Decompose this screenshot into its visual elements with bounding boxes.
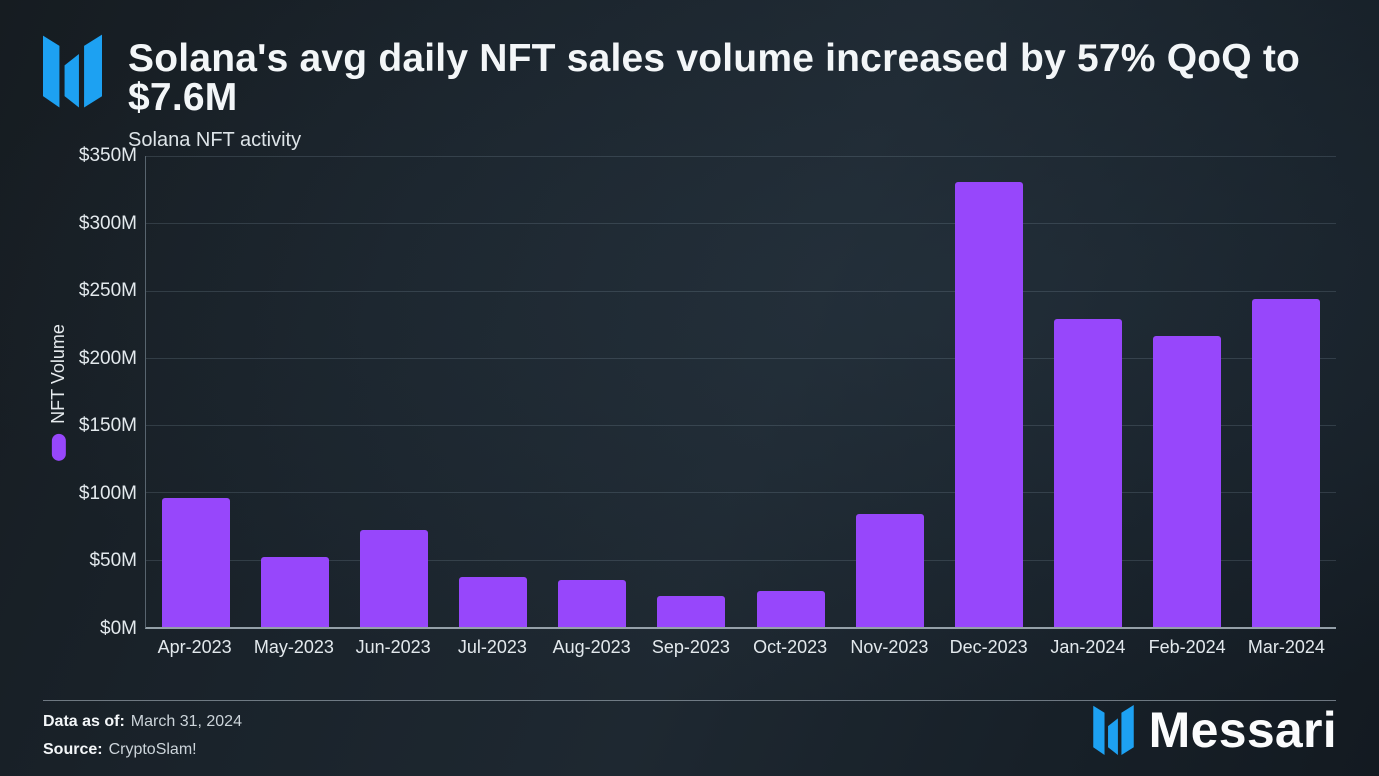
data-as-of-label: Data as of: <box>43 713 125 730</box>
x-axis-labels: Apr-2023 May-2023 Jun-2023 Jul-2023 Aug-2023… <box>145 637 1336 658</box>
gridline <box>146 492 1336 494</box>
x-tick-label: Aug-2023 <box>552 637 631 657</box>
y-tick-label: $150M <box>78 415 137 437</box>
footer-brand-wordmark: Messari <box>1148 702 1337 758</box>
bar-dec-2023 <box>954 181 1023 627</box>
bar-mar-2024 <box>1252 298 1321 627</box>
x-tick-label: Mar-2024 <box>1247 637 1325 657</box>
footer-divider <box>43 700 1336 701</box>
gridlines-layer <box>146 156 1336 627</box>
bar-slot <box>939 156 1038 627</box>
bar-slot <box>741 156 840 627</box>
bar-slot <box>840 156 939 627</box>
bar-feb-2024 <box>1153 336 1222 627</box>
bar-sep-2023 <box>657 596 726 627</box>
x-tick-label: Oct-2023 <box>753 637 828 657</box>
footer-messari-logo-icon <box>1092 705 1134 755</box>
data-as-of-row: Data as of: March 31, 2024 <box>43 708 242 736</box>
x-tick-label: Apr-2023 <box>157 637 232 657</box>
gridline <box>146 290 1336 292</box>
y-tick-label: $350M <box>78 145 137 166</box>
bar-slot <box>444 156 543 627</box>
bar-slot <box>344 156 443 627</box>
bar-slot <box>1039 156 1138 627</box>
y-tick-label: $0M <box>100 618 137 639</box>
bar-slot <box>146 156 245 627</box>
bar-slot <box>642 156 741 627</box>
header: Solana's avg daily NFT sales volume incr… <box>43 34 1379 152</box>
plot-area <box>145 156 1336 629</box>
bar-slot <box>1138 156 1237 627</box>
bar-slot <box>543 156 642 627</box>
x-tick-label: Jul-2023 <box>457 637 527 657</box>
bar-jan-2024 <box>1054 318 1123 627</box>
x-tick-label: Nov-2023 <box>850 637 929 657</box>
bars-layer <box>146 156 1336 627</box>
bar-slot <box>245 156 344 627</box>
x-tick-label: Dec-2023 <box>949 637 1028 657</box>
footer-meta: Data as of: March 31, 2024 Source: Crypt… <box>43 708 242 764</box>
bar-nov-2023 <box>855 513 924 627</box>
gridline <box>146 425 1336 427</box>
y-tick-label: $50M <box>89 550 137 572</box>
source-value: CryptoSlam! <box>108 741 197 758</box>
title-block: Solana's avg daily NFT sales volume incr… <box>128 34 1379 152</box>
x-tick-label: Feb-2024 <box>1148 637 1226 657</box>
x-tick-label: Jan-2024 <box>1050 637 1126 657</box>
y-axis-labels: $0M $50M $100M $150M $200M $250M $300M $350M <box>0 145 137 639</box>
y-tick-label: $100M <box>78 482 137 504</box>
data-as-of-value: March 31, 2024 <box>130 713 242 730</box>
bar-slot <box>1237 156 1336 627</box>
x-tick-label: Jun-2023 <box>355 637 431 657</box>
bar-jun-2023 <box>359 530 428 627</box>
gridline <box>146 156 1336 157</box>
bar-may-2023 <box>260 557 329 627</box>
y-tick-label: $200M <box>78 347 137 369</box>
gridline <box>146 223 1336 225</box>
bar-oct-2023 <box>756 590 825 627</box>
y-tick-label: $300M <box>78 212 137 234</box>
source-row: Source: CryptoSlam! <box>43 736 242 764</box>
gridline <box>146 357 1336 359</box>
y-tick-label: $250M <box>78 280 137 302</box>
x-tick-label: Sep-2023 <box>651 637 730 657</box>
x-tick-label: May-2023 <box>253 637 334 657</box>
messari-logo-icon <box>43 34 103 108</box>
footer-brand: Messari <box>1092 702 1337 758</box>
bar-jul-2023 <box>459 577 528 627</box>
bar-aug-2023 <box>558 579 627 627</box>
page-title: Solana's avg daily NFT sales volume incr… <box>128 37 1301 119</box>
gridline <box>146 559 1336 561</box>
bar-apr-2023 <box>161 497 230 627</box>
source-label: Source: <box>43 741 103 758</box>
page-subtitle: Solana NFT activity <box>128 129 302 151</box>
